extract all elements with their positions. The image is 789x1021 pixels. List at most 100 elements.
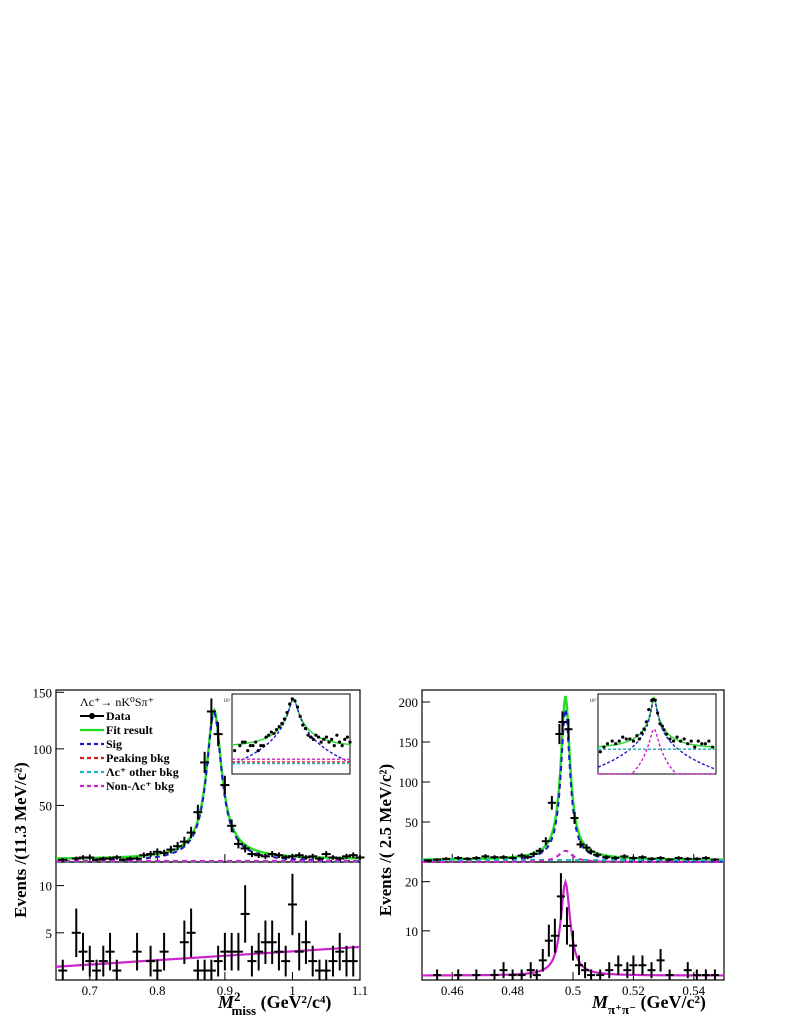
legend-label: Fit result (106, 723, 153, 737)
inset-point (628, 737, 632, 741)
x-tick-label: 0.7 (82, 983, 99, 998)
data-point (647, 857, 656, 861)
inset-point (316, 735, 321, 739)
inset-curve-4 (598, 728, 716, 775)
inset-point (238, 744, 242, 748)
residual-point (335, 932, 345, 971)
x-tick-label: 1.1 (352, 983, 368, 998)
data-point (281, 855, 291, 860)
data-point (424, 859, 433, 862)
inset-tick-label: 10¹ (224, 698, 231, 704)
inset-point (330, 737, 334, 741)
residual-point (499, 962, 508, 979)
inset-point (696, 739, 700, 743)
inset-point (282, 717, 287, 721)
inset-point (337, 740, 342, 744)
residual-point (233, 932, 243, 971)
inset-point (614, 742, 618, 746)
inset-point (261, 744, 266, 748)
inset-point (653, 698, 657, 702)
inset-point (664, 732, 669, 736)
data-point (558, 711, 567, 733)
inset-point (658, 722, 662, 726)
data-point (247, 851, 257, 858)
y-tick-label: 5 (46, 926, 53, 941)
legend-item: Λc⁺ other bkg (80, 765, 179, 779)
inset-point (285, 710, 289, 715)
inset-point (311, 737, 315, 741)
residual-point (240, 885, 250, 943)
inset-point (324, 735, 328, 739)
data-point (620, 854, 629, 859)
data-point (602, 855, 611, 860)
residual-point (152, 959, 162, 980)
inset-point (303, 726, 308, 731)
data-point (710, 858, 719, 861)
residual-point (544, 924, 553, 957)
data-point (227, 819, 237, 833)
data-point (576, 840, 585, 849)
left-chart: 50 100 150 5 10 0.7 0.8 0.9 1 1.1 Λc⁺→ nK⁰Sπ⁺Dat… (11, 685, 368, 1018)
data-point (159, 849, 169, 857)
inset-point (686, 742, 690, 746)
inset-point (700, 742, 704, 746)
inset-point (259, 744, 263, 748)
inset-point (710, 745, 715, 749)
residual-point (274, 932, 284, 971)
right-bottom-frame (421, 861, 725, 981)
x-tick-label: 0.5 (565, 983, 581, 998)
residual-point (701, 969, 710, 980)
residual-point (348, 945, 358, 977)
residual-point (247, 945, 257, 977)
residual-point (254, 932, 264, 971)
data-point (472, 856, 481, 860)
residual-point (614, 955, 623, 976)
data-point (85, 855, 95, 860)
residual-point (179, 920, 189, 964)
residual-fit-line (55, 945, 361, 968)
data-point (92, 858, 102, 862)
residual-point (294, 932, 304, 971)
inset-point (322, 737, 326, 741)
data-point (308, 853, 318, 859)
inset-point (306, 733, 310, 737)
inset-point (319, 740, 323, 744)
data-point (523, 855, 532, 860)
x-tick-label: 0.48 (501, 983, 524, 998)
residual-fit-line (421, 878, 724, 977)
x-tick-label: 0.9 (217, 983, 233, 998)
residual-point (538, 949, 547, 972)
residual-point (508, 969, 517, 980)
data-point (233, 839, 243, 849)
residual-point (638, 955, 647, 976)
inset-point (644, 720, 648, 724)
data-point (206, 698, 216, 725)
residual-point (623, 962, 632, 979)
inset-point (343, 737, 347, 741)
residual-point (526, 962, 535, 979)
residual-point (71, 908, 81, 958)
residual-point (665, 969, 674, 980)
left-inset: 10¹ (224, 693, 352, 775)
residual-point (517, 969, 526, 980)
inset-point (617, 739, 621, 743)
x-tick-label: 0.8 (149, 983, 165, 998)
inset-point (240, 740, 245, 744)
data-point (611, 856, 620, 860)
data-point (71, 856, 81, 861)
legend-label: Data (106, 709, 131, 723)
residual-point (308, 945, 318, 977)
data-point (173, 841, 183, 851)
data-point (186, 826, 196, 839)
residual-point (647, 962, 656, 979)
data-point (517, 853, 526, 858)
data-point (564, 718, 573, 740)
data-point (200, 751, 210, 774)
residual-point (490, 969, 499, 980)
inset-point (327, 740, 331, 744)
left-bottom-ticks: 5 10 0.7 0.8 0.9 1 1.1 (39, 879, 368, 998)
data-point (267, 851, 277, 858)
inset-point (277, 725, 281, 729)
left-x-axis-label: M2 miss (GeV²/c⁴) (217, 989, 331, 1018)
inset-point (647, 707, 651, 712)
